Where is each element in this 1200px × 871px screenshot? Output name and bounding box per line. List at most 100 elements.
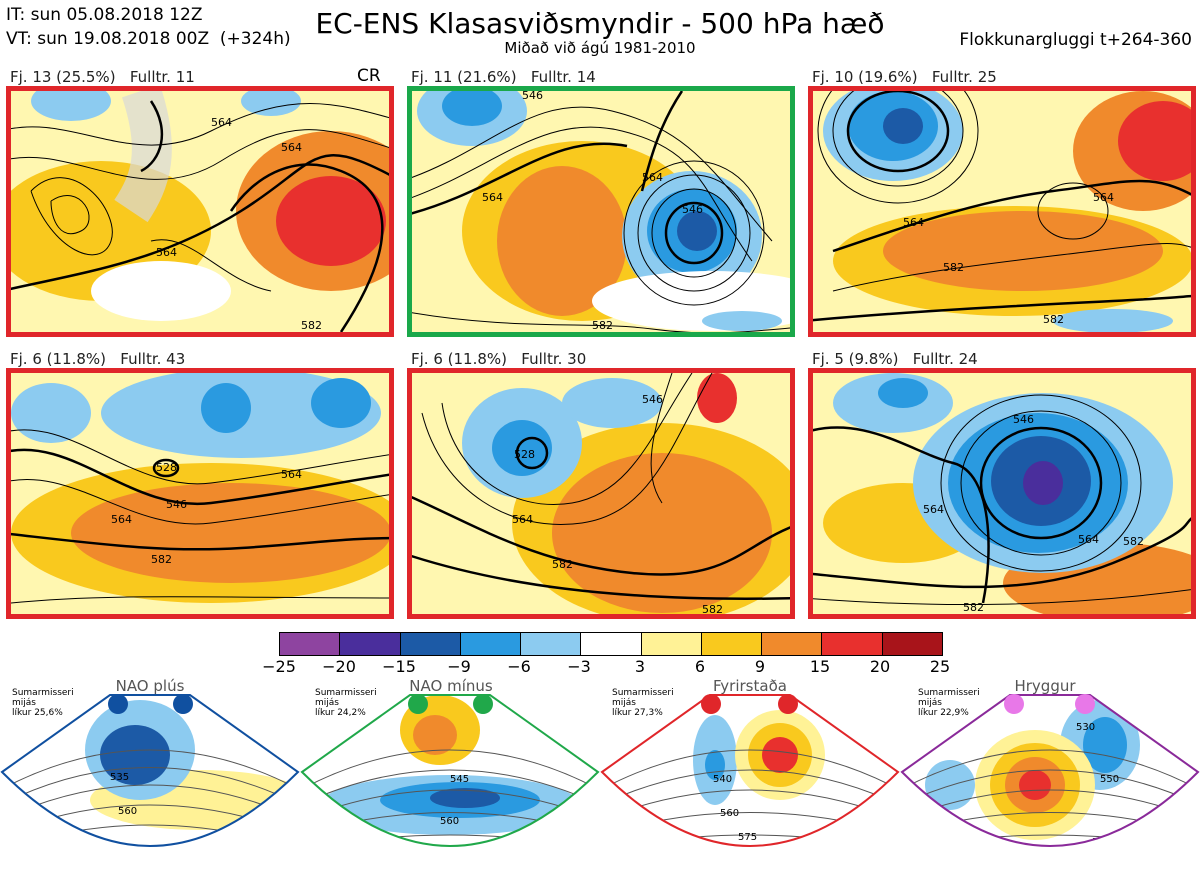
regime-4-contour-label: 530 (1076, 722, 1095, 733)
colorbar-swatch (762, 633, 823, 655)
regime-dot (173, 694, 193, 714)
panel-3-contour-label: 582 (1043, 313, 1064, 326)
panel-6-contour-label: 582 (963, 601, 984, 614)
colorbar-swatch (340, 633, 401, 655)
panel-2-contour-label: 546 (682, 203, 703, 216)
panel-6-contour-label: 564 (1078, 533, 1099, 546)
colorbar-swatch (882, 633, 942, 655)
regime-frame (600, 694, 900, 847)
page-title: EC-ENS Klasasviðsmyndir - 500 hPa hæð (315, 7, 885, 40)
regime-2-contour-label: 545 (450, 774, 469, 785)
regime-dot (701, 694, 721, 714)
cluster-map-3: 564 564 582 582 (808, 86, 1196, 337)
panel-1-contour-label: 564 (211, 116, 232, 129)
clustering-window: Flokkunargluggi t+264-360 (959, 30, 1192, 50)
panel-4-contour-label: 528 (156, 461, 177, 474)
colorbar-swatch (400, 633, 461, 655)
colorbar-tick: 6 (694, 657, 706, 676)
colorbar-swatch (521, 633, 582, 655)
regime-map-nao-plus: 535 560 (0, 694, 300, 847)
colorbar-tick: 15 (809, 657, 831, 676)
panel-3-contour-label: 564 (1093, 191, 1114, 204)
regime-map-blocking: 540 560 575 (600, 694, 900, 847)
colorbar-swatch (460, 633, 522, 655)
panel-1-contour-label: 564 (156, 246, 177, 259)
colorbar-swatch (701, 633, 763, 655)
regime-dot (778, 694, 798, 714)
colorbar-tick: −9 (447, 657, 471, 676)
panel-3-contour-label: 564 (903, 216, 924, 229)
panel-2-contour-label: 564 (642, 171, 663, 184)
panel-4-contour-label: 582 (151, 553, 172, 566)
panel-5-contour-label: 564 (512, 513, 533, 526)
regime-map-nao-minus: 545 560 575 (300, 694, 600, 861)
regime-4-note: Sumarmisseri mijás líkur 22,9% (918, 688, 980, 718)
regime-3-contour-label: 560 (720, 808, 739, 819)
valid-time: VT: sun 19.08.2018 00Z (+324h) (6, 29, 291, 49)
panel-1-label: Fj. 13 (25.5%) Fulltr. 11 (10, 68, 195, 86)
panel-6-label: Fj. 5 (9.8%) Fulltr. 24 (812, 350, 978, 368)
cluster-map-5: 546 528 564 582 582 (407, 368, 795, 619)
regime-1-note: Sumarmisseri mijás líkur 25,6% (12, 688, 74, 718)
regime-3-note: Sumarmisseri mijás líkur 27,3% (612, 688, 674, 718)
panel-5-label: Fj. 6 (11.8%) Fulltr. 30 (411, 350, 587, 368)
regime-2-contour-label: 560 (440, 816, 459, 827)
regime-1-contour-label: 560 (118, 806, 137, 817)
colorbar-swatch (581, 633, 642, 655)
regime-4-title: Hryggur (1014, 677, 1076, 695)
panel-1-contour-label: 564 (281, 141, 302, 154)
panel-3-label: Fj. 10 (19.6%) Fulltr. 25 (812, 68, 997, 86)
colorbar-tick: −20 (322, 657, 356, 676)
regime-2-title: NAO mínus (409, 677, 493, 695)
regime-frame (0, 694, 300, 847)
climate-reference: Miðað við ágú 1981-2010 (504, 39, 696, 57)
panel-2-label: Fj. 11 (21.6%) Fulltr. 14 (411, 68, 596, 86)
regime-map-ridge: 530 550 575 (900, 694, 1200, 847)
panel-6-contour-label: 564 (923, 503, 944, 516)
colorbar-swatch (280, 633, 341, 655)
panel-6-contour-label: 546 (1013, 413, 1034, 426)
regime-2-note: Sumarmisseri mijás líkur 24,2% (315, 688, 377, 718)
panel-4-contour-label: 564 (111, 513, 132, 526)
colorbar-swatch (822, 633, 883, 655)
colorbar-tick: −3 (567, 657, 591, 676)
colorbar-tick: −6 (507, 657, 531, 676)
panel-4-contour-label: 546 (166, 498, 187, 511)
regime-frame (300, 694, 600, 847)
panel-5-contour-label: 582 (702, 603, 723, 614)
regime-3-contour-label: 575 (738, 832, 757, 843)
panel-2-contour-label: 546 (522, 91, 543, 102)
panel-3-contour-label: 582 (943, 261, 964, 274)
panel-4-contour-label: 564 (281, 468, 302, 481)
panel-1-contour-label: 582 (301, 319, 322, 332)
cluster-map-2: 546 546 564 564 582 (407, 86, 795, 337)
panel-4-label: Fj. 6 (11.8%) Fulltr. 43 (10, 350, 186, 368)
regime-1-contour-label: 535 (110, 772, 129, 783)
panel-5-contour-label: 528 (514, 448, 535, 461)
panel-2-contour-label: 564 (482, 191, 503, 204)
regime-3-title: Fyrirstaða (713, 677, 787, 695)
cluster-map-6: 546 564 564 582 582 (808, 368, 1196, 619)
panel-5-contour-label: 582 (552, 558, 573, 571)
regime-dot (1004, 694, 1024, 714)
colorbar-tick: −15 (382, 657, 416, 676)
panel-2-contour-label: 582 (592, 319, 613, 332)
colorbar-tick: 9 (754, 657, 766, 676)
init-time: IT: sun 05.08.2018 12Z (6, 5, 203, 25)
colorbar-tick: 3 (634, 657, 646, 676)
anomaly-colorbar (279, 632, 943, 656)
regime-2-contour-label: 575 (448, 850, 467, 861)
regime-dot (408, 694, 428, 714)
regime-dot (108, 694, 128, 714)
regime-1-title: NAO plús (115, 677, 185, 695)
regime-dot (473, 694, 493, 714)
colorbar-tick: 25 (929, 657, 951, 676)
panel-5-contour-label: 546 (642, 393, 663, 406)
colorbar-tick: 20 (869, 657, 891, 676)
panel-6-contour-label: 582 (1123, 535, 1144, 548)
panel-1-tag: CR (357, 66, 381, 86)
colorbar-swatch (641, 633, 702, 655)
regime-frame (900, 694, 1200, 847)
regime-3-contour-label: 540 (713, 774, 732, 785)
regime-4-contour-label: 550 (1100, 774, 1119, 785)
